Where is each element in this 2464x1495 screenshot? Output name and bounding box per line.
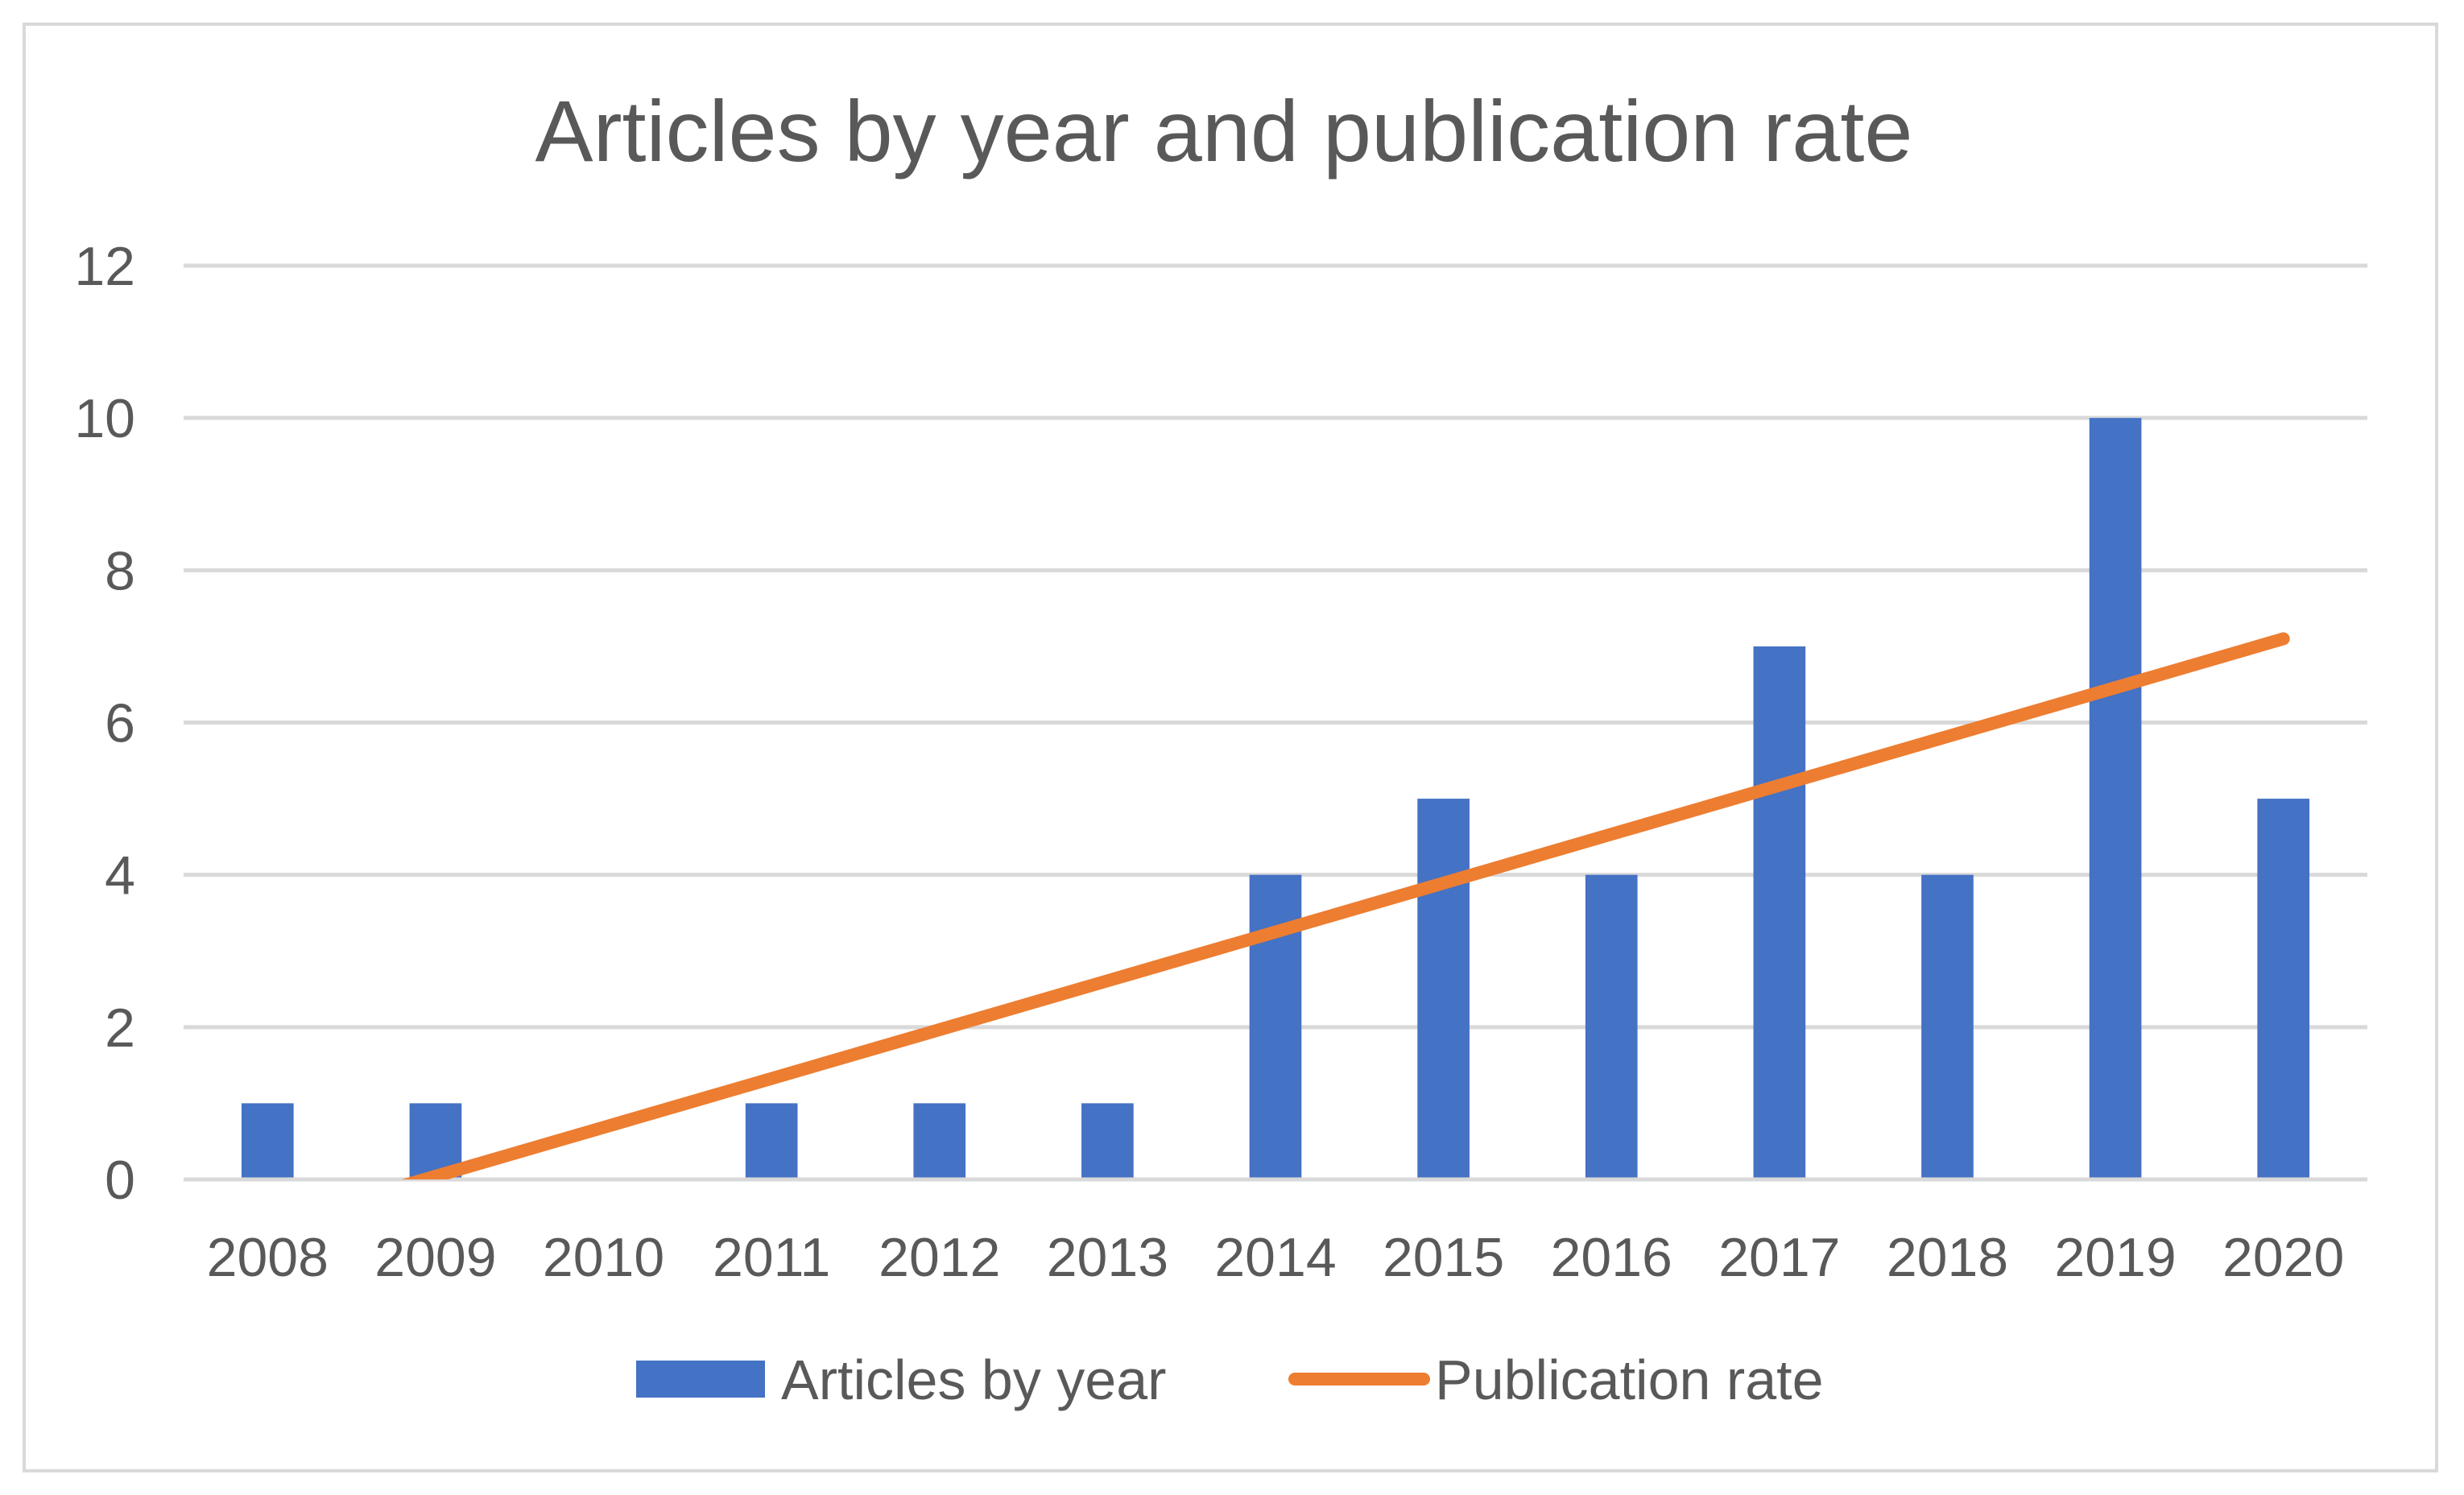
y-tick-label: 0 (105, 1150, 135, 1211)
bar (2257, 799, 2310, 1179)
x-tick-label: 2010 (543, 1227, 664, 1288)
legend-label-articles: Articles by year (781, 1348, 1166, 1411)
x-tick-label: 2015 (1383, 1227, 1504, 1288)
x-tick-label: 2009 (374, 1227, 496, 1288)
bar (1417, 799, 1470, 1179)
y-tick-label: 10 (74, 388, 135, 449)
x-tick-label: 2020 (2222, 1227, 2344, 1288)
bar (1753, 646, 1806, 1179)
y-tick-label: 12 (74, 236, 135, 297)
x-tick-label: 2012 (879, 1227, 1000, 1288)
y-tick-label: 4 (105, 845, 135, 906)
y-tick-label: 6 (105, 693, 135, 754)
x-tick-label: 2018 (1887, 1227, 2008, 1288)
chart-title: Articles by year and publication rate (535, 82, 1913, 180)
y-axis-ticks: 0 2 4 6 8 10 12 (74, 236, 135, 1211)
legend-label-rate: Publication rate (1435, 1348, 1824, 1411)
trend-line (401, 632, 2290, 1179)
x-tick-label: 2014 (1214, 1227, 1336, 1288)
x-tick-label: 2008 (207, 1227, 329, 1288)
legend-swatch-articles (636, 1361, 765, 1398)
x-tick-label: 2013 (1047, 1227, 1168, 1288)
x-tick-label: 2019 (2054, 1227, 2176, 1288)
bar (745, 1103, 798, 1179)
bar (2089, 418, 2142, 1179)
bar (1081, 1103, 1134, 1179)
x-tick-label: 2011 (713, 1227, 830, 1288)
bar-series (184, 418, 2367, 1182)
y-tick-label: 8 (105, 540, 135, 601)
x-tick-label: 2017 (1718, 1227, 1840, 1288)
x-axis-ticks: 2008 2009 2010 2011 2012 2013 2014 2015 2016 2017… (207, 1227, 2345, 1288)
legend: Articles by year Publication rate (636, 1348, 1824, 1411)
bar (1921, 874, 1974, 1179)
x-tick-label: 2016 (1551, 1227, 1672, 1288)
bar (241, 1103, 294, 1179)
y-tick-label: 2 (105, 997, 135, 1059)
trend-series (401, 632, 2290, 1179)
bar (913, 1103, 966, 1179)
bar (1585, 874, 1638, 1179)
